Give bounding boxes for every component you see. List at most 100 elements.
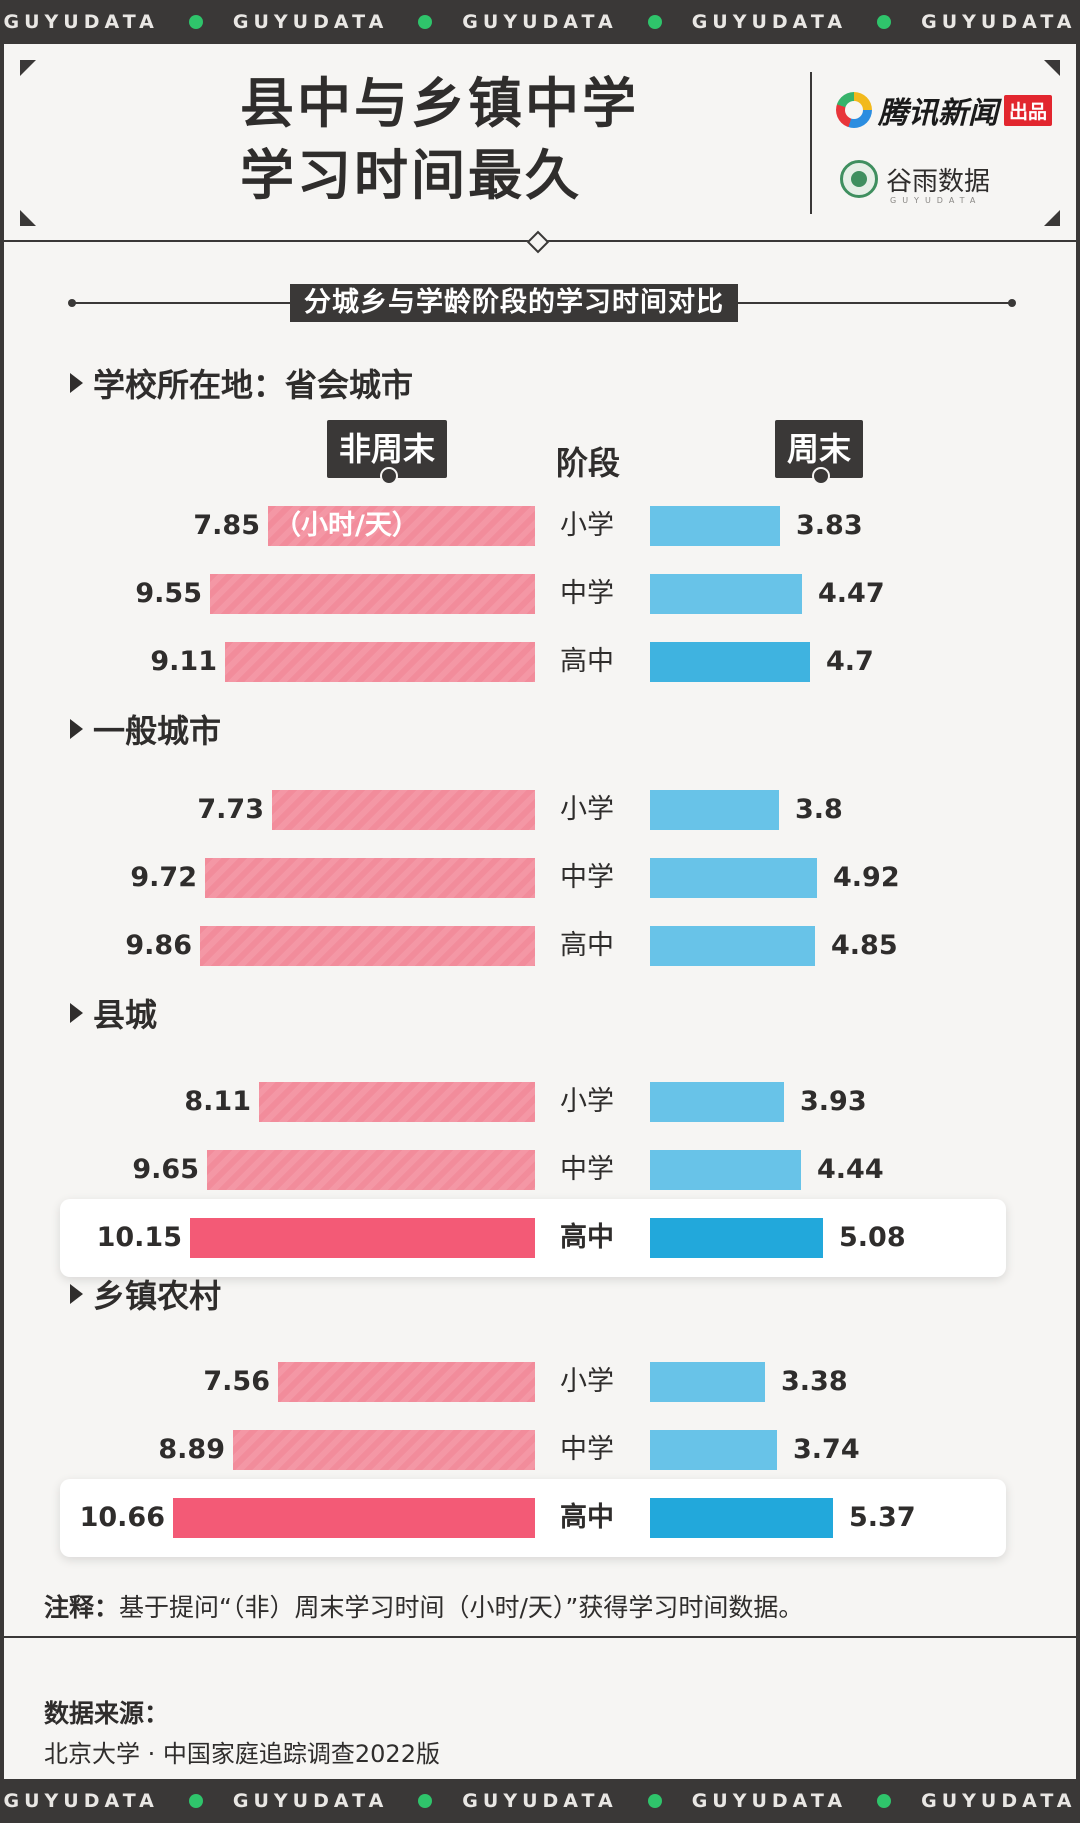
stage-label: 小学 xyxy=(560,794,614,825)
stage-label: 高中 xyxy=(560,646,614,677)
ticker-text: GUYUDATA xyxy=(232,11,389,33)
group-title-text: 县城 xyxy=(93,996,158,1034)
weekday-value-label: 9.86 xyxy=(125,930,192,961)
weekend-bar xyxy=(650,926,815,966)
weekend-value-label: 4.44 xyxy=(817,1154,884,1185)
note-text: 基于提问“（非）周末学习时间（小时/天）”获得学习时间数据。 xyxy=(119,1593,804,1622)
weekday-bar xyxy=(210,574,535,614)
stage-label: 小学 xyxy=(560,510,614,541)
ticker-text: GUYUDATA xyxy=(691,11,848,33)
weekday-bar xyxy=(233,1430,535,1470)
weekend-value-label: 4.47 xyxy=(818,578,885,609)
chart-subtitle: 分城乡与学龄阶段的学习时间对比 xyxy=(290,284,738,322)
green-dot-icon xyxy=(647,1794,662,1808)
weekend-value-label: 5.08 xyxy=(839,1222,906,1253)
weekend-bar xyxy=(650,1362,765,1402)
chart-row: 9.72 中学 4.92 xyxy=(4,858,1076,898)
chart-row: 9.86 高中 4.85 xyxy=(4,926,1076,966)
group-title: 一般城市 xyxy=(70,706,221,752)
weekend-value-label: 5.37 xyxy=(849,1502,916,1533)
green-dot-icon xyxy=(877,1794,892,1808)
green-dot-icon xyxy=(877,15,892,29)
top-ticker: GUYUDATA GUYUDATA GUYUDATA GUYUDATA GUYU… xyxy=(0,0,1080,44)
weekend-bar xyxy=(650,1082,784,1122)
weekend-bar xyxy=(650,506,780,546)
ticker-text: GUYUDATA xyxy=(691,1790,848,1812)
green-dot-icon xyxy=(647,15,662,29)
chart-row: 9.65 中学 4.44 xyxy=(4,1150,1076,1190)
ticker-text: GUYUDATA xyxy=(462,11,618,33)
corner-mark-icon xyxy=(1044,210,1060,226)
weekend-bar xyxy=(650,858,817,898)
weekday-value-label: 9.72 xyxy=(130,862,197,893)
weekend-value-label: 4.7 xyxy=(826,646,874,677)
chart-row: 9.11 高中 4.7 xyxy=(4,642,1076,682)
green-dot-icon xyxy=(418,1794,433,1808)
triangle-bullet-icon xyxy=(70,1284,83,1304)
stage-label: 高中 xyxy=(560,1222,614,1253)
tencent-news-logo-icon xyxy=(836,92,872,128)
weekend-bar xyxy=(650,1430,777,1470)
weekend-value-label: 3.8 xyxy=(795,794,843,825)
column-header-weekend: 周末 xyxy=(775,420,864,485)
guyu-bird-logo-icon xyxy=(840,160,878,198)
tencent-news-brand: 腾讯新闻 出品 xyxy=(836,88,1053,132)
triangle-bullet-icon xyxy=(70,1003,83,1023)
chart-row: 9.55 中学 4.47 xyxy=(4,574,1076,614)
brand2-name: 谷雨数据 xyxy=(886,166,991,197)
note-label: 注释： xyxy=(44,1593,120,1622)
weekend-bar xyxy=(650,1498,833,1538)
guyu-data-brand: 谷雨数据 GUYUDATA xyxy=(840,160,991,205)
stage-label: 中学 xyxy=(560,1434,614,1465)
weekend-value-label: 3.74 xyxy=(793,1434,860,1465)
stage-label: 小学 xyxy=(560,1086,614,1117)
weekday-bar xyxy=(272,790,535,830)
weekend-bar xyxy=(650,574,802,614)
weekend-bar xyxy=(650,790,779,830)
column-header-weekday: 非周末 xyxy=(327,420,448,485)
chart-row: 10.15 高中 5.08 xyxy=(4,1218,1076,1258)
weekend-value-label: 3.38 xyxy=(781,1366,848,1397)
weekday-bar xyxy=(259,1082,535,1122)
weekend-bar xyxy=(650,1218,823,1258)
weekday-value-label: 8.11 xyxy=(184,1086,251,1117)
ticker-text: GUYUDATA xyxy=(462,1790,618,1812)
weekday-value-label: 8.89 xyxy=(158,1434,225,1465)
source-label: 数据来源： xyxy=(44,1699,170,1728)
stage-label: 中学 xyxy=(560,1154,614,1185)
stage-label: 小学 xyxy=(560,1366,614,1397)
stage-label: 高中 xyxy=(560,930,614,961)
green-dot-icon xyxy=(418,15,433,29)
weekday-value-label: 9.11 xyxy=(150,646,217,677)
vertical-divider xyxy=(810,72,812,214)
footer-divider xyxy=(4,1636,1076,1638)
header: 县中与乡镇中学 学习时间最久 腾讯新闻 出品 谷雨数据 GUYUDATA xyxy=(4,44,1076,242)
chart-row: 8.89 中学 3.74 xyxy=(4,1430,1076,1470)
group-title-text: 一般城市 xyxy=(93,712,222,750)
title-line-1: 县中与乡镇中学 xyxy=(240,72,639,135)
footnote: 注释：基于提问“（非）周末学习时间（小时/天）”获得学习时间数据。 xyxy=(44,1588,803,1624)
title-line-2: 学习时间最久 xyxy=(240,144,582,207)
stage-label: 中学 xyxy=(560,862,614,893)
chart-row: 7.85 （小时/天） 小学 3.83 xyxy=(4,506,1076,546)
ticker-text: GUYUDATA xyxy=(921,11,1077,33)
weekday-bar xyxy=(207,1150,535,1190)
weekend-value-label: 4.85 xyxy=(831,930,898,961)
corner-mark-icon xyxy=(1044,60,1060,76)
weekend-value-label: 3.83 xyxy=(796,510,863,541)
brand2-sub: GUYUDATA xyxy=(890,196,982,205)
weekday-value-label: 7.73 xyxy=(197,794,264,825)
stage-label: 中学 xyxy=(560,578,614,609)
green-dot-icon xyxy=(188,1794,203,1808)
triangle-bullet-icon xyxy=(70,719,83,739)
chart-row: 7.56 小学 3.38 xyxy=(4,1362,1076,1402)
weekday-bar xyxy=(268,506,535,546)
group-title: 乡镇农村 xyxy=(70,1271,221,1317)
bottom-ticker: GUYUDATA GUYUDATA GUYUDATA GUYUDATA GUYU… xyxy=(0,1779,1080,1823)
weekday-value-label: 9.55 xyxy=(135,578,202,609)
infographic-card: 县中与乡镇中学 学习时间最久 腾讯新闻 出品 谷雨数据 GUYUDATA 分城乡… xyxy=(4,44,1076,1779)
corner-mark-icon xyxy=(20,210,36,226)
triangle-bullet-icon xyxy=(70,373,83,393)
source-text: 北京大学 · 中国家庭追踪调查2022版 xyxy=(44,1740,440,1768)
corner-mark-icon xyxy=(20,60,36,76)
